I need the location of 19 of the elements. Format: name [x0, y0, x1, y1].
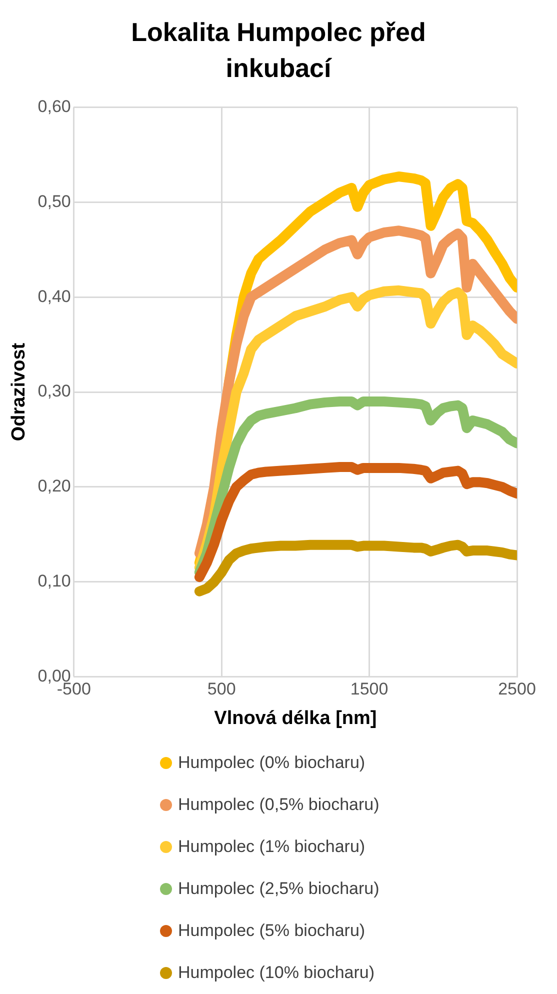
- y-tick-label: 0,50: [38, 192, 71, 211]
- y-tick-label: 0,00: [38, 666, 71, 686]
- x-tick-label: 2500: [498, 680, 536, 699]
- y-tick-label: 0,30: [38, 382, 71, 401]
- x-tick-label: 500: [207, 680, 236, 699]
- legend-label: Humpolec (1% biocharu): [177, 836, 366, 858]
- y-tick-label: 0,40: [38, 286, 71, 306]
- y-tick-label: 0,20: [38, 476, 71, 496]
- legend-label: Humpolec (5% biocharu): [177, 920, 366, 942]
- legend-label: Humpolec (10% biocharu): [177, 962, 376, 984]
- y-tick-label: 0,60: [38, 96, 71, 116]
- chart-title: Lokalita Humpolec před inkubací: [130, 16, 427, 85]
- x-axis-title: Vlnová délka [nm]: [214, 708, 377, 729]
- legend-label: Humpolec (0% biocharu): [177, 752, 366, 774]
- y-axis-title: Odrazivost: [8, 342, 30, 442]
- legend-label: Humpolec (2,5% biocharu): [177, 878, 380, 900]
- y-tick-label: 0,10: [38, 572, 71, 591]
- legend-label: Humpolec (0,5% biocharu): [177, 794, 380, 816]
- x-tick-label: 1500: [350, 680, 388, 699]
